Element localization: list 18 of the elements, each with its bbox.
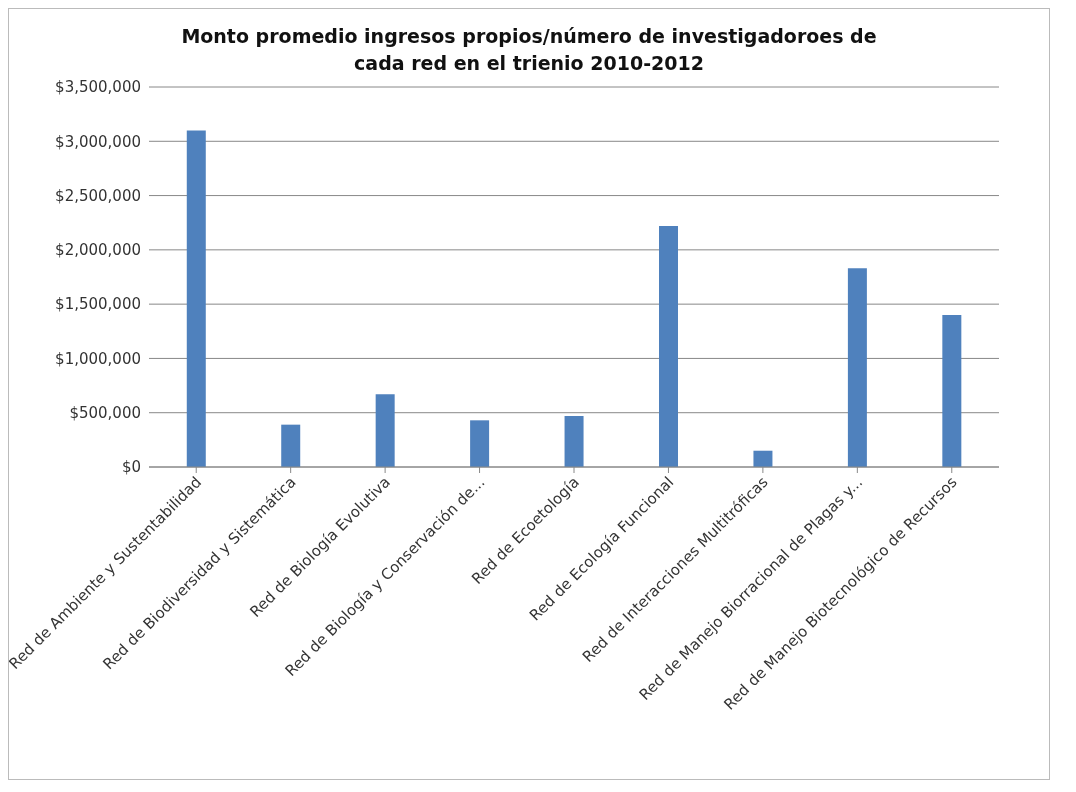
chart-title: Monto promedio ingresos propios/número de investigadoroes de cada red en el trienio 2010-2012 [180,24,878,76]
bar [470,420,490,467]
bar [564,415,584,467]
bar [753,450,773,467]
y-tick-label: $1,000,000 [55,349,141,368]
y-tick-label: $2,000,000 [55,241,141,260]
y-tick-label: $500,000 [69,404,141,423]
bar [375,394,395,467]
bar [942,315,962,467]
bar [847,268,867,467]
bar [186,130,206,467]
y-tick-label: $0 [121,458,141,477]
bar [659,225,678,467]
bar [281,424,301,467]
y-tick-label: $1,500,000 [55,295,141,314]
y-tick-label: $3,000,000 [55,132,141,151]
y-tick-label: $3,500,000 [55,78,141,97]
y-tick-label: $2,500,000 [55,186,141,205]
